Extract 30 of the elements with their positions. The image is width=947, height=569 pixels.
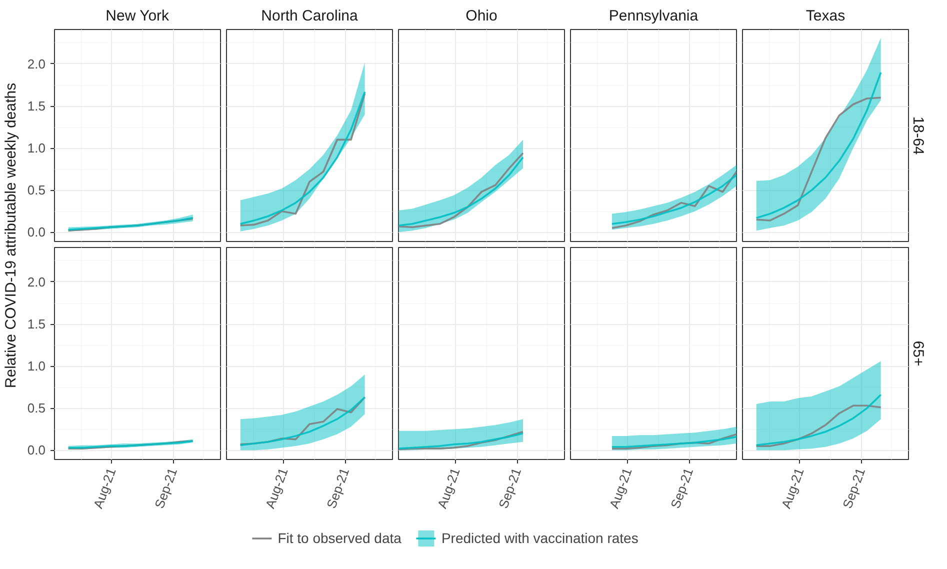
y2-axis-title: 18-64: [910, 116, 926, 155]
x-tick-label: Aug-21: [778, 466, 807, 510]
y-tick-label: 2.0: [27, 274, 46, 290]
x-tick-label: Sep-21: [840, 466, 868, 510]
x-tick-label: Aug-21: [262, 466, 291, 510]
chart-title: Pennsylvania: [608, 8, 699, 24]
x-tick-label: Aug-21: [434, 466, 463, 510]
y-tick-label: 2.0: [27, 56, 46, 72]
y-tick-label: 1.0: [27, 140, 46, 156]
x-tick-label: Aug-21: [90, 466, 119, 510]
x-tick-label: Sep-21: [324, 466, 352, 510]
x-tick-label: Sep-21: [668, 466, 696, 510]
y-tick-label: 0.5: [27, 400, 46, 416]
chart-title: New York: [106, 8, 170, 24]
y-axis-title: Relative COVID-19 attributable weekly deaths: [2, 82, 20, 388]
y-tick-label: 1.0: [27, 358, 46, 374]
x-tick-label: Sep-21: [152, 466, 180, 510]
y-tick-label: 0.0: [27, 224, 46, 240]
chart-title: North Carolina: [261, 8, 359, 24]
y-tick-label: 0.0: [27, 442, 46, 458]
x-tick-label: Sep-21: [496, 466, 524, 510]
legend-label: Predicted with vaccination rates: [441, 530, 638, 546]
y-tick-label: 0.5: [27, 182, 46, 198]
y2-axis-title: 65+: [910, 340, 926, 366]
y-tick-label: 1.5: [27, 316, 46, 332]
y-tick-label: 1.5: [27, 98, 46, 114]
x-tick-label: Aug-21: [606, 466, 635, 510]
legend-label: Fit to observed data: [278, 530, 402, 546]
chart-title: Texas: [806, 8, 846, 24]
chart-title: Ohio: [466, 8, 498, 24]
